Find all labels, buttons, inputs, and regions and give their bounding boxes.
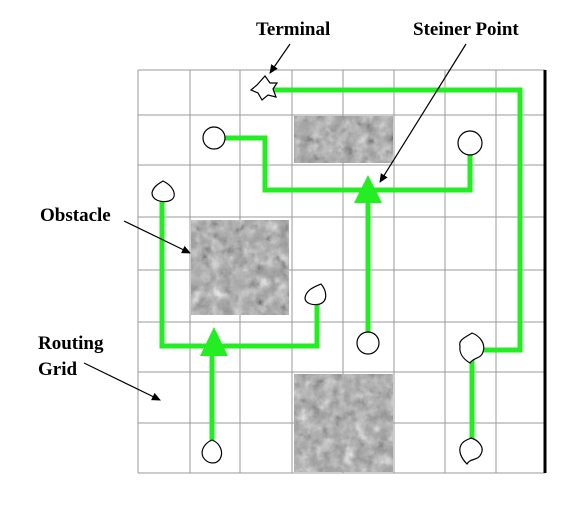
- steiner-point-lower: [200, 327, 228, 356]
- steiner-pointer: [379, 43, 467, 183]
- terminal-left-drop: [151, 180, 175, 203]
- route-top-right: [265, 87, 523, 353]
- terminal-top-left-circle: [202, 126, 226, 150]
- route-left-loop: [159, 192, 320, 349]
- terminal-top-star: [249, 75, 279, 101]
- terminal-right-blob: [459, 332, 485, 364]
- obstacle-bottom: [294, 374, 393, 472]
- steiner-point-label: Steiner Point: [413, 19, 519, 40]
- obstacle-top: [294, 116, 393, 163]
- routing-grid-label-line1: Routing: [38, 333, 104, 354]
- terminal-top-right-circle: [457, 130, 483, 156]
- terminal-mid-circle: [356, 331, 380, 355]
- route-steiner-right: [368, 143, 473, 193]
- terminal-label: Terminal: [256, 19, 330, 40]
- steiner-point-upper: [354, 175, 382, 203]
- route-steiner-left: [214, 135, 368, 193]
- routing-grid-pointer: [83, 362, 161, 401]
- routing-wires: [159, 87, 523, 450]
- obstacle-pointer: [123, 220, 191, 254]
- obstacle-left: [191, 220, 289, 315]
- pointer-arrows: [83, 43, 467, 401]
- terminal-bottom-right-blob: [459, 437, 483, 466]
- routing-grid-label-line2: Grid: [38, 359, 77, 380]
- terminal-pointer: [269, 43, 291, 74]
- terminal-mid-drop: [304, 283, 327, 306]
- terminal-bottom-left-blob: [201, 439, 223, 464]
- obstacle-label: Obstacle: [40, 205, 111, 226]
